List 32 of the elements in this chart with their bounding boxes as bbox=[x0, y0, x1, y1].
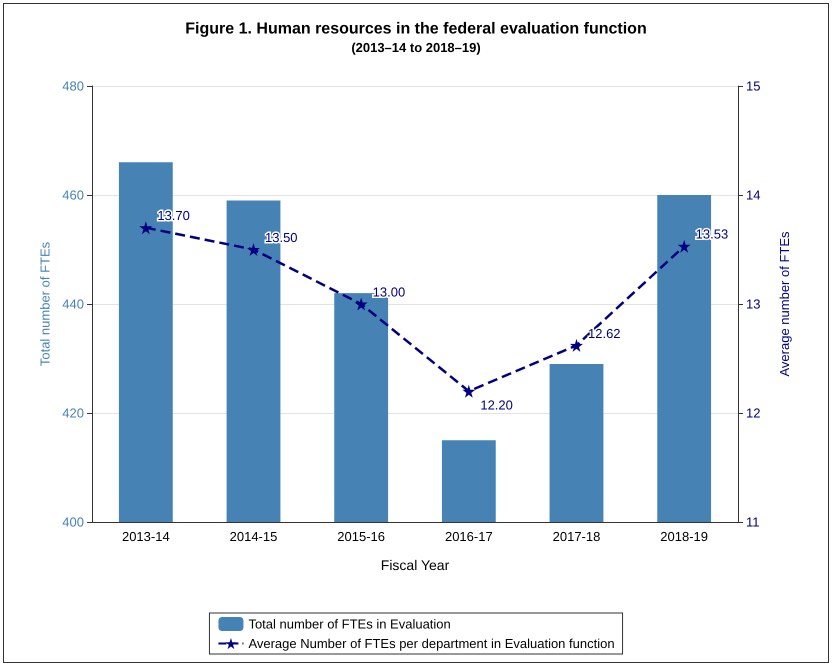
y-tick-label: 440 bbox=[62, 296, 84, 312]
y2-axis-title: Average number of FTEs bbox=[777, 231, 792, 376]
y2-tick-label: 12 bbox=[746, 406, 760, 420]
y2-tick-label: 15 bbox=[746, 78, 760, 94]
x-tick-label: 2013-14 bbox=[122, 529, 170, 544]
y2-tick-label: 14 bbox=[746, 188, 760, 202]
legend-label: Average Number of FTEs per department in Evaluation function bbox=[248, 636, 615, 651]
y-tick-label: 480 bbox=[62, 78, 84, 94]
y-tick-label: 420 bbox=[62, 406, 84, 420]
point bbox=[354, 298, 368, 310]
point bbox=[247, 243, 260, 256]
x-tick-label: 2017-18 bbox=[552, 529, 600, 544]
data-label: 13.00 bbox=[372, 284, 406, 300]
x-axis-title: Fiscal Year bbox=[380, 557, 450, 573]
data-label: 12.62 bbox=[588, 326, 621, 341]
point bbox=[462, 384, 476, 398]
x-tick-label: 2014-15 bbox=[230, 529, 278, 544]
point bbox=[570, 338, 583, 352]
chart-title: Figure 1. Human resources in the federal evaluation function bbox=[185, 20, 647, 38]
y-tick-label: 400 bbox=[62, 514, 84, 530]
x-tick-label: 2016-17 bbox=[444, 529, 493, 544]
y-tick-label: 460 bbox=[62, 188, 84, 202]
point bbox=[678, 240, 691, 253]
y-axis-title: Total number of FTEs bbox=[37, 241, 52, 366]
data-label: 12.20 bbox=[480, 398, 513, 413]
point bbox=[139, 221, 152, 234]
y2-tick-label: 13 bbox=[746, 296, 760, 312]
legend-label: Total number of FTEs in Evaluation bbox=[248, 616, 451, 632]
chart-subtitle: (2013–14 to 2018–19) bbox=[351, 40, 481, 55]
y2-tick-label: 11 bbox=[746, 514, 760, 530]
x-tick-label: 2015-16 bbox=[337, 529, 386, 544]
x-tick-label: 2018-19 bbox=[660, 529, 708, 544]
